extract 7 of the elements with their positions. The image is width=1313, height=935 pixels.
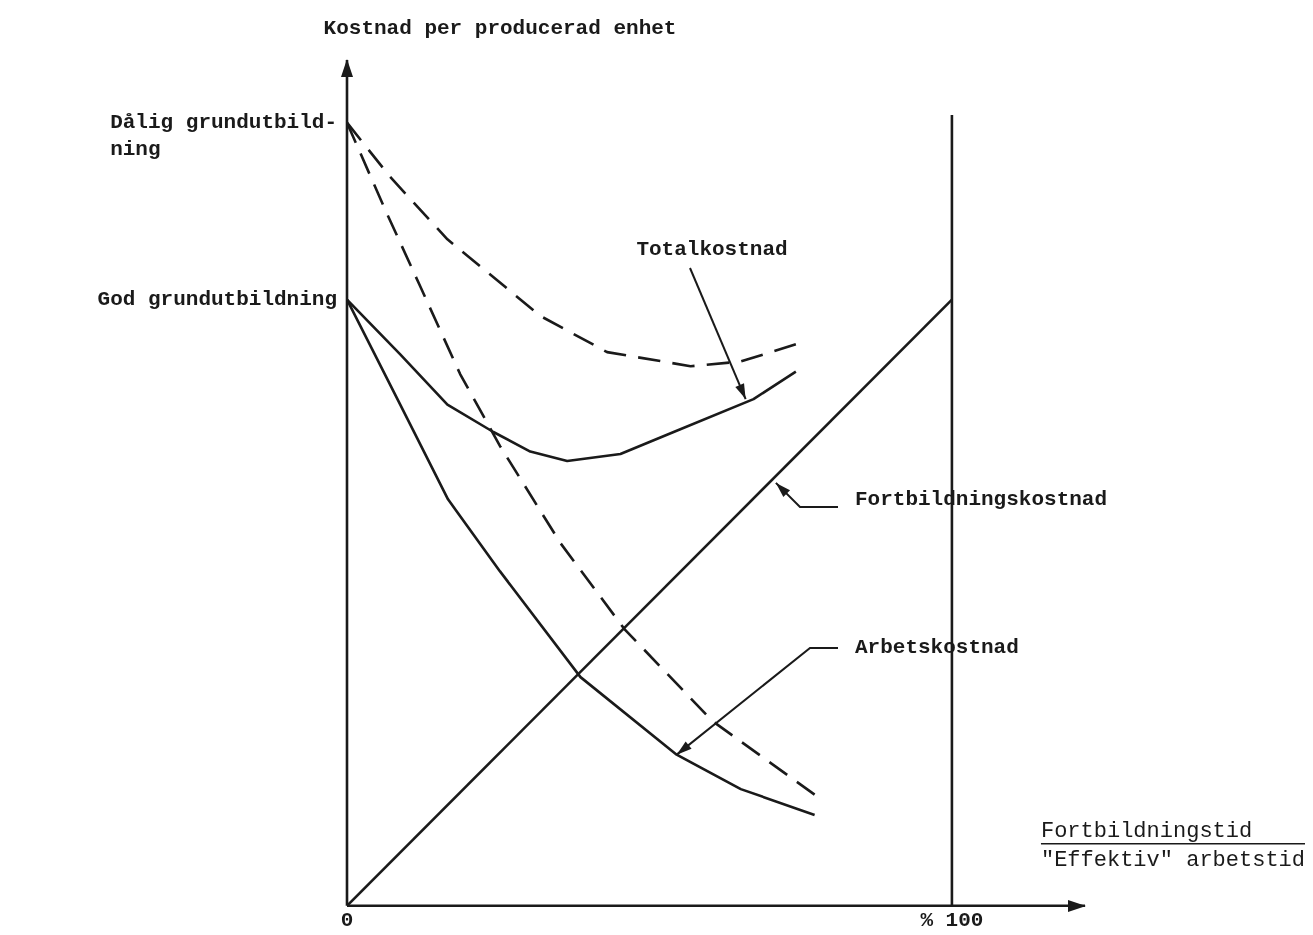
annotation: Totalkostnad: [636, 238, 788, 262]
x-tick-label: % 100: [920, 908, 984, 932]
y-axis-title: Kostnad per producerad enhet: [323, 17, 677, 40]
x-tick-label: 0: [340, 908, 354, 932]
x-axis-title: Fortbildningstid "Effektiv" arbetstid: [1040, 818, 1305, 873]
annotation: God grundutbildning: [97, 287, 338, 311]
annotation: Dålig grundutbild- ning: [110, 110, 338, 161]
